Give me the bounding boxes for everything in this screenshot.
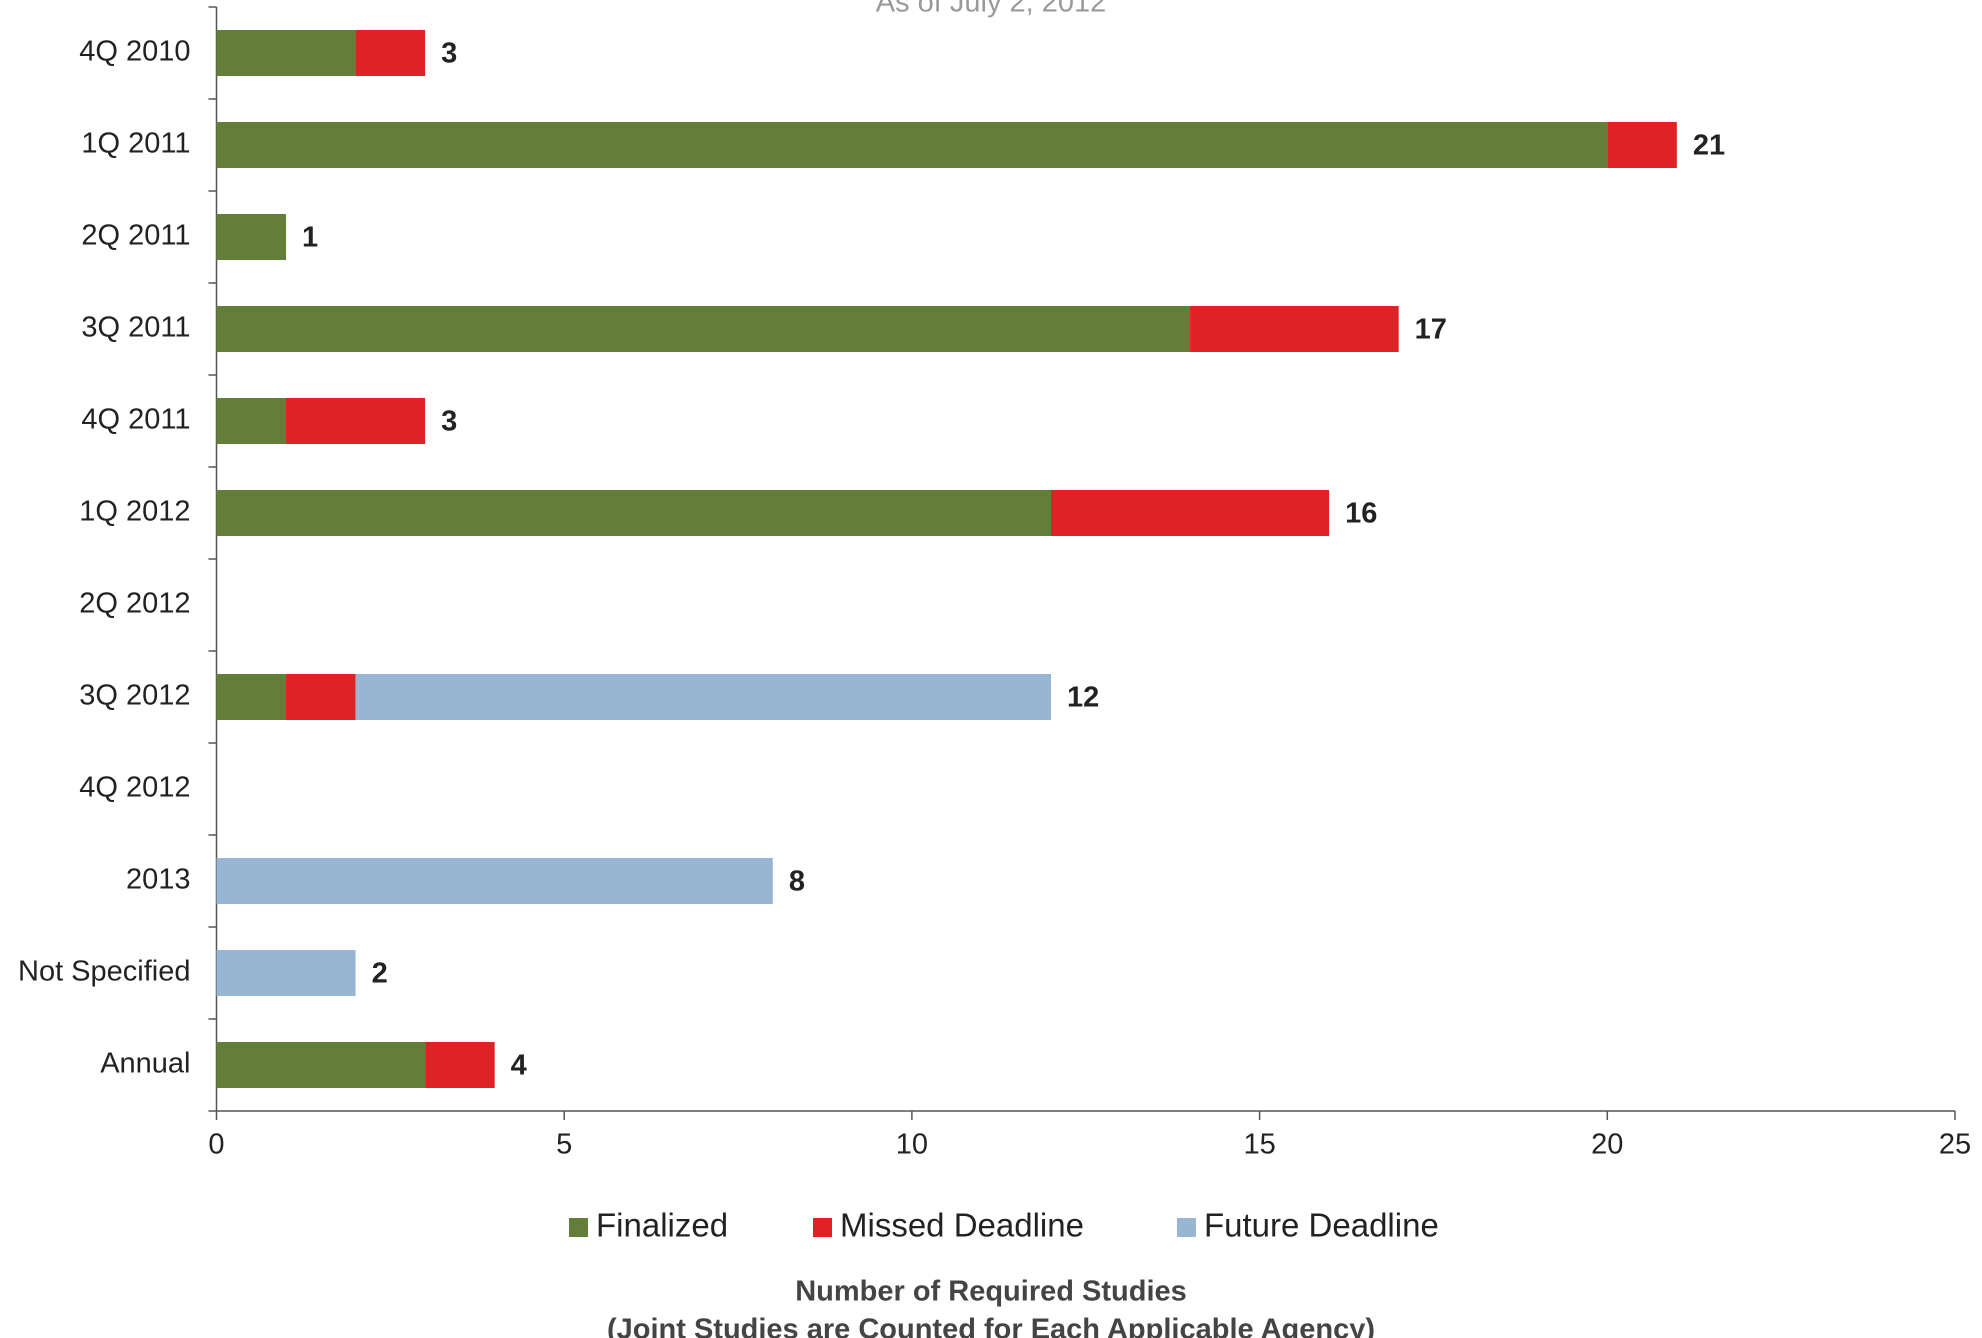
bar-segment	[216, 950, 356, 996]
bar-segment	[286, 674, 356, 720]
y-tick-label: 2013	[126, 864, 191, 896]
y-tick-label: Annual	[100, 1048, 190, 1080]
bar-segment	[286, 398, 426, 444]
y-tick-label: 3Q 2012	[79, 680, 190, 712]
value-label: 1	[302, 222, 318, 254]
bar-segment	[216, 490, 1051, 536]
y-tick-label: 1Q 2011	[81, 128, 190, 160]
bar-segment	[425, 1042, 495, 1088]
legend-label: Future Deadline	[1204, 1207, 1439, 1244]
x-axis-label: Number of Required Studies	[795, 1276, 1187, 1308]
bar-segment	[1607, 122, 1677, 168]
y-tick-label: Not Specified	[18, 956, 191, 988]
y-tick-label: 4Q 2012	[79, 772, 190, 804]
y-tick-label: 4Q 2010	[79, 36, 190, 68]
bar-segment	[216, 674, 287, 720]
value-label: 8	[789, 866, 805, 898]
value-label: 3	[441, 38, 457, 70]
legend-swatch	[569, 1218, 588, 1237]
bar-segment	[216, 214, 287, 260]
x-tick-label: 0	[208, 1129, 224, 1161]
x-tick-label: 15	[1243, 1129, 1275, 1161]
value-label: 3	[441, 406, 457, 438]
x-tick-label: 10	[896, 1129, 928, 1161]
value-label: 2	[372, 958, 388, 990]
bar-segment	[216, 306, 1191, 352]
y-tick-label: 2Q 2012	[79, 588, 190, 620]
value-label: 21	[1693, 130, 1725, 162]
y-tick-label: 4Q 2011	[81, 404, 190, 436]
x-tick-label: 5	[556, 1129, 572, 1161]
y-tick-label: 1Q 2012	[79, 496, 190, 528]
bar-segment	[216, 122, 1608, 168]
bar-segment	[355, 30, 426, 76]
value-label: 17	[1415, 314, 1447, 346]
y-tick-label: 2Q 2011	[81, 220, 190, 252]
bar-segment	[1190, 306, 1399, 352]
bar-segment	[216, 30, 356, 76]
bar-segment	[216, 858, 773, 904]
legend-swatch	[813, 1218, 832, 1237]
legend-label: Finalized	[596, 1207, 728, 1244]
bar-segment	[355, 674, 1051, 720]
y-tick-label: 3Q 2011	[81, 312, 190, 344]
x-tick-label: 25	[1939, 1129, 1971, 1161]
x-tick-label: 20	[1591, 1129, 1623, 1161]
value-label: 4	[511, 1050, 527, 1082]
bar-segment	[1050, 490, 1330, 536]
x-axis-label: (Joint Studies are Counted for Each Appl…	[607, 1314, 1375, 1338]
bar-segment	[216, 1042, 426, 1088]
value-label: 16	[1345, 498, 1377, 530]
legend-label: Missed Deadline	[840, 1207, 1084, 1244]
value-label: 12	[1067, 682, 1099, 714]
legend-swatch	[1177, 1218, 1196, 1237]
bar-segment	[216, 398, 287, 444]
chart-subtitle: As of July 2, 2012	[876, 0, 1107, 19]
